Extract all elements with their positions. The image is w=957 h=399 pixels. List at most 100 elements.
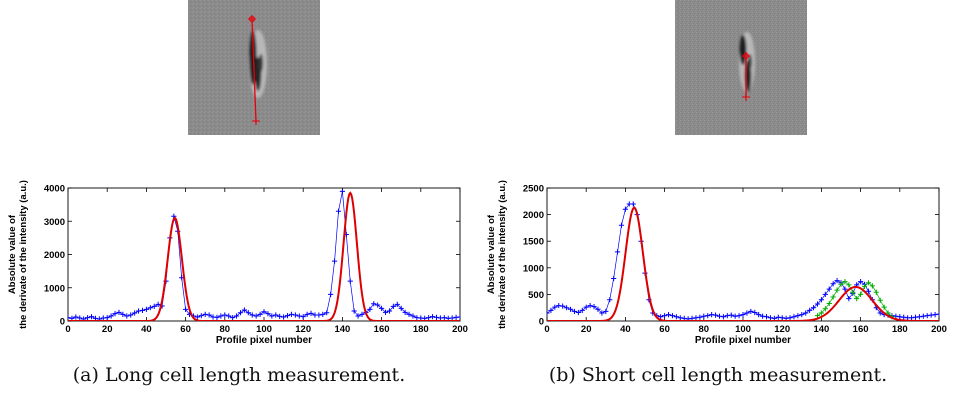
chart-b-data-point xyxy=(748,308,754,315)
chart-a-data-point xyxy=(198,313,204,319)
chart-a-data-point xyxy=(390,303,396,309)
chart-a-data-point xyxy=(433,314,440,320)
chart-a-data-point xyxy=(324,310,330,316)
chart-b-data-point xyxy=(908,315,915,321)
chart-b-data-point xyxy=(779,315,785,321)
chart-b-data-point xyxy=(936,311,939,317)
caption-text-a: Long cell length measurement. xyxy=(104,364,406,386)
chart-a-data-point xyxy=(218,313,224,319)
chart-b-data-point xyxy=(818,310,824,316)
chart-a-data-point xyxy=(120,311,126,317)
chart-a-data-point xyxy=(214,314,220,320)
chart-b-data-point xyxy=(814,301,821,307)
caption-label-b: (b) xyxy=(548,364,576,386)
chart-b-data-point xyxy=(830,281,836,287)
chart-a-data-point xyxy=(108,313,114,319)
chart-b-data-point xyxy=(728,312,734,318)
chart-a-xtick-label: 200 xyxy=(452,324,468,335)
chart-a-data-point xyxy=(112,311,118,317)
chart-a-data-point xyxy=(441,315,447,321)
chart-b-data-point xyxy=(622,206,628,212)
panel-a: 0 20 40 60 80 100 120 140 160 180 200 0 1000 2000 3000… xyxy=(0,0,478,399)
chart-b-data-point xyxy=(873,289,879,295)
chart-b-data-point xyxy=(822,306,828,312)
chart-a-data-point xyxy=(402,309,408,315)
chart-a-data-point xyxy=(206,312,212,318)
caption-label-a: (a) xyxy=(72,364,99,386)
chart-b-data-point xyxy=(705,313,711,319)
chart-a-data-point xyxy=(88,314,95,320)
chart-b-data-point xyxy=(869,283,875,289)
chart-a-ylabel-line: the derivate of the intensity (a.u.) xyxy=(18,180,29,329)
chart-b-data-point xyxy=(897,314,903,320)
chart-a-data-point xyxy=(296,313,302,319)
chart-b-xtick-label: 40 xyxy=(620,324,631,335)
chart-a-xtick-label: 60 xyxy=(180,324,191,335)
chart-a-ylabel-line: Absolute value of xyxy=(7,214,18,294)
caption-a: (a) Long cell length measurement. xyxy=(0,364,478,386)
chart-b-data-point xyxy=(740,312,746,318)
chart-b-data-point xyxy=(912,314,919,320)
chart-a-data-point xyxy=(226,313,232,319)
chart-a-data-point xyxy=(222,312,228,318)
chart-b-data-point xyxy=(877,297,883,303)
chart-a-ytick-label: 3000 xyxy=(44,217,65,228)
chart-b-data-point xyxy=(591,304,597,310)
chart-b-data-point xyxy=(826,286,832,292)
chart-a-data-point xyxy=(249,312,255,318)
chart-b-data-point xyxy=(697,314,703,320)
chart-b-data-point xyxy=(822,291,828,297)
chart-b-data-point xyxy=(603,308,609,315)
chart-b-data-point xyxy=(865,280,872,286)
chart-b-data-point xyxy=(846,296,852,302)
chart-a-data-point xyxy=(124,313,130,319)
chart-b-data-point xyxy=(587,302,593,309)
chart-a-data-point xyxy=(375,302,381,308)
chart-a-data-point xyxy=(183,306,189,312)
chart-a-xlabel: Profile pixel number xyxy=(216,335,312,346)
chart-b-data-point xyxy=(850,289,856,295)
chart-b-data-point xyxy=(834,277,840,284)
chart-b-data-point xyxy=(803,310,809,316)
chart-b-data-point xyxy=(858,291,864,297)
chart-b-data-point xyxy=(673,314,679,320)
chart-a-data-point xyxy=(273,312,279,318)
chart-a-data-point xyxy=(241,307,247,313)
chart-a-data-point xyxy=(73,314,79,320)
chart-a-data-point xyxy=(135,308,142,314)
chart-a-data-point xyxy=(331,258,338,264)
chart-b-xtick-label: 20 xyxy=(581,324,592,335)
chart-b-data-point xyxy=(548,307,554,313)
chart-b-data-point xyxy=(842,279,848,285)
chart-b-data-point xyxy=(901,314,907,320)
chart-b-data-point xyxy=(924,313,930,319)
chart-b-data-point xyxy=(865,288,872,294)
chart-a-series-0 xyxy=(68,188,460,321)
chart-b-data-point xyxy=(720,314,726,320)
chart-a-data-point xyxy=(233,313,240,319)
chart-a-data-point xyxy=(265,311,271,317)
chart-b-data-point xyxy=(834,287,840,293)
chart-b-data-point xyxy=(763,314,770,320)
chart-a-data-point xyxy=(304,311,310,317)
chart-b-ytick-label: 0 xyxy=(539,317,544,328)
chart-b-data-point xyxy=(567,306,574,312)
chart-a-data-point xyxy=(261,309,267,315)
chart-b-xtick-label: 100 xyxy=(735,324,751,335)
chart-a-data-point xyxy=(288,311,295,317)
chart-b-data-point xyxy=(579,307,585,313)
chart-a-data-point xyxy=(382,309,389,315)
chart-a-xtick-label: 0 xyxy=(65,324,70,335)
chart-a-data-point xyxy=(139,307,146,313)
chart-b-data-point xyxy=(712,312,719,318)
chart-a-plot-frame xyxy=(67,187,461,322)
chart-a-data-point xyxy=(457,314,460,320)
chart-b-ytick-label: 1500 xyxy=(523,237,544,248)
panel-b: 0 20 40 60 80 100 120 140 160 180 200 0 500 1000 1500 2… xyxy=(479,0,957,399)
chart-a-data-point xyxy=(202,311,208,317)
chart-b-data-point xyxy=(618,222,625,228)
chart-a-data-point xyxy=(292,312,298,318)
chart-b-data-point xyxy=(607,297,613,303)
chart-b-data-point xyxy=(665,312,672,318)
chart-b-data-point xyxy=(571,308,578,315)
